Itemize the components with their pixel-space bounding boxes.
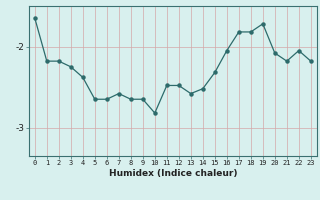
X-axis label: Humidex (Indice chaleur): Humidex (Indice chaleur) [108, 169, 237, 178]
